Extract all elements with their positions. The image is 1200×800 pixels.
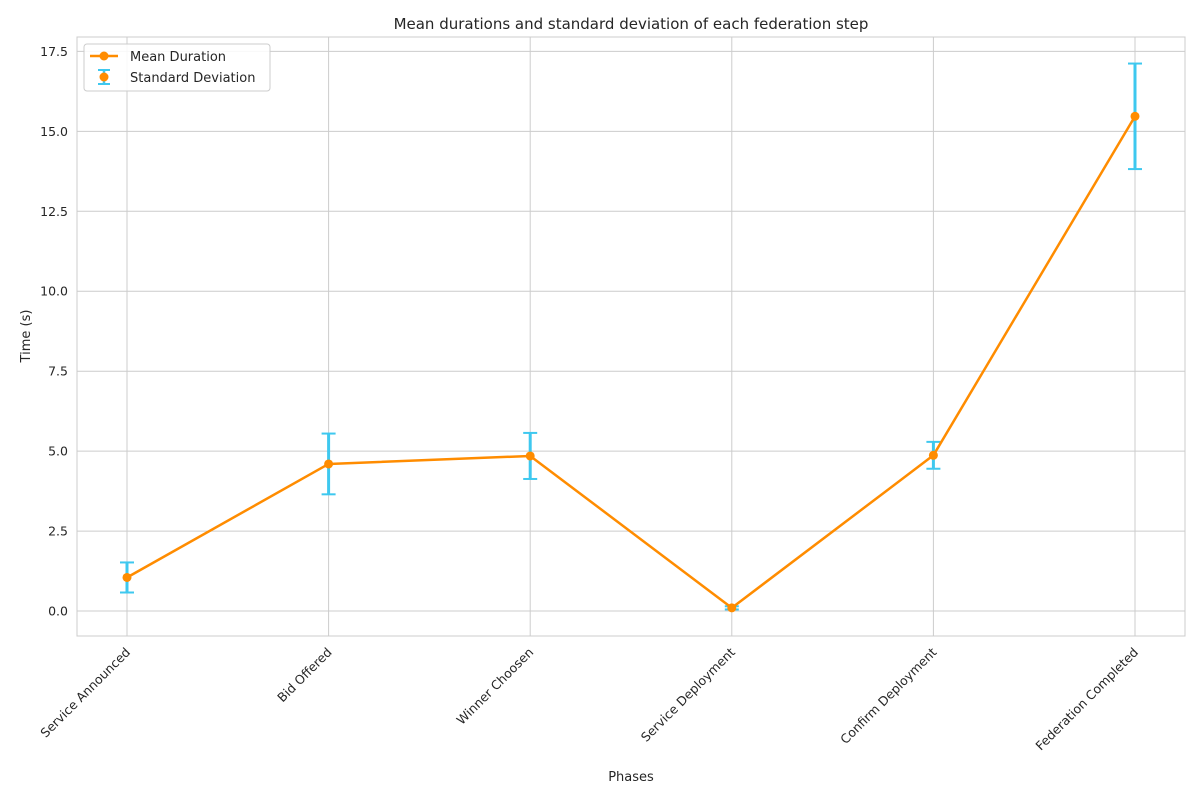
y-tick-label: 2.5 (48, 524, 68, 539)
y-tick-label: 5.0 (48, 444, 68, 459)
y-tick-label: 0.0 (48, 604, 68, 619)
y-tick-label: 10.0 (40, 284, 68, 299)
data-point (929, 451, 938, 460)
data-point (526, 451, 535, 460)
x-axis-title: Phases (608, 770, 654, 785)
data-point (123, 573, 132, 582)
legend-label-mean: Mean Duration (130, 50, 226, 65)
y-tick-label: 15.0 (40, 124, 68, 139)
y-axis-title: Time (s) (19, 310, 34, 364)
chart-title: Mean durations and standard deviation of… (394, 15, 869, 33)
data-point (324, 459, 333, 468)
legend: Mean Duration Standard Deviation (84, 44, 270, 91)
y-tick-label: 12.5 (40, 204, 68, 219)
data-point (727, 603, 736, 612)
data-point (1131, 112, 1140, 121)
y-tick-label: 7.5 (48, 364, 68, 379)
y-tick-label: 17.5 (40, 44, 68, 59)
legend-line-marker (100, 52, 109, 61)
legend-errorbar-marker (100, 73, 109, 82)
legend-label-std: Standard Deviation (130, 71, 255, 86)
